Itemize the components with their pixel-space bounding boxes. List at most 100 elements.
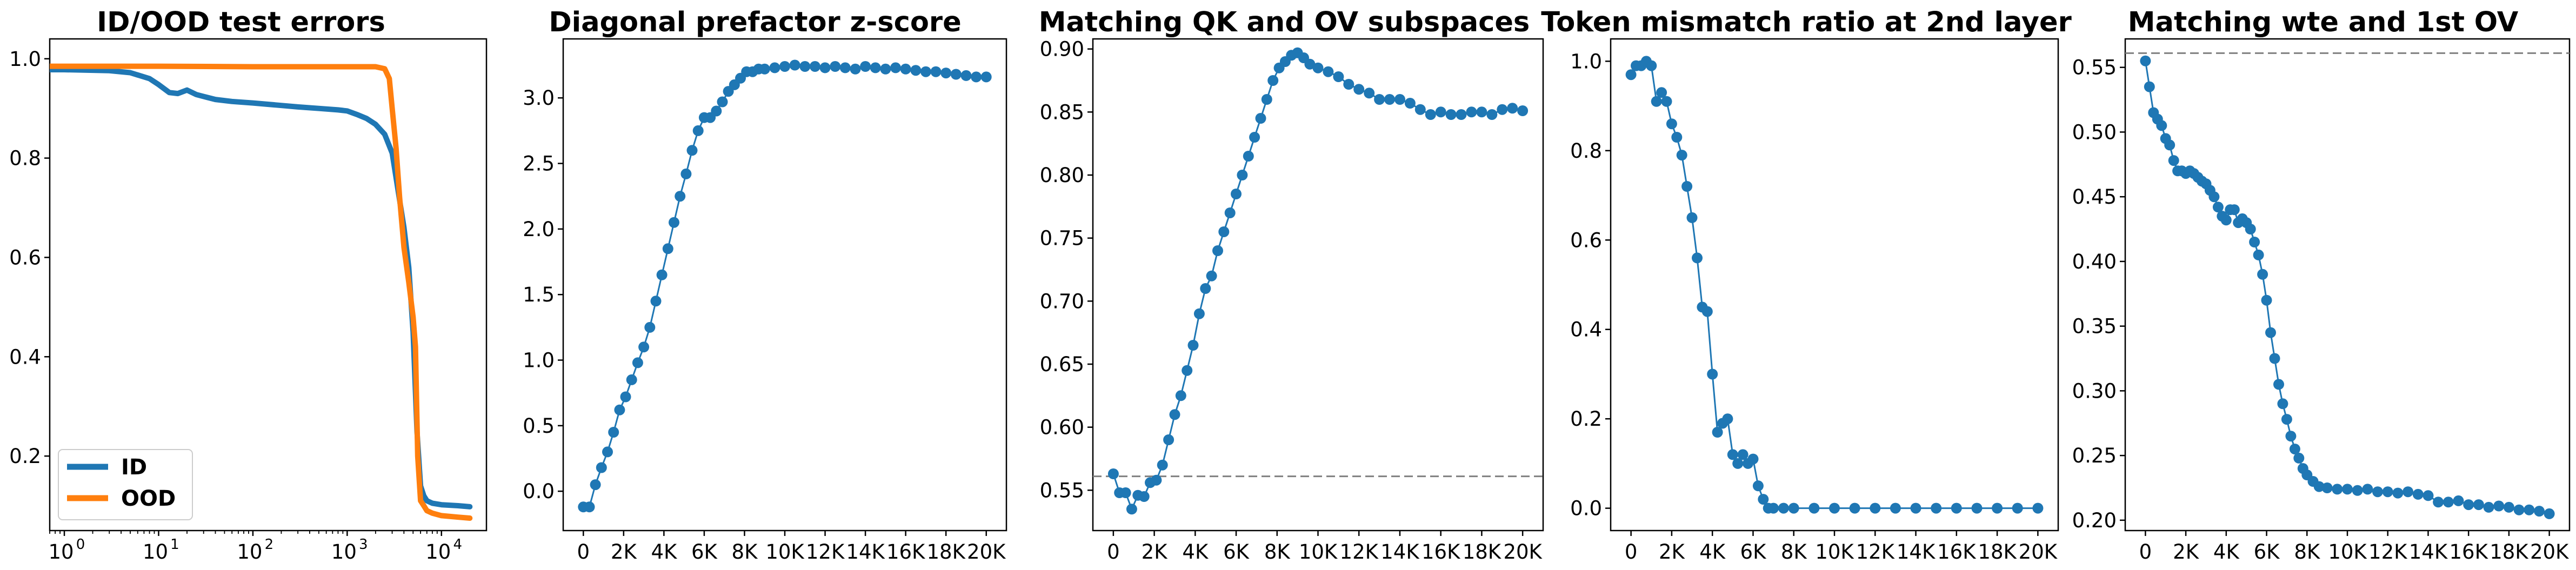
data-point <box>2012 502 2023 514</box>
data-point <box>1182 365 1193 376</box>
data-point <box>1120 487 1131 498</box>
data-point <box>1890 502 1901 514</box>
y-tick-label: 0.65 <box>1040 353 1084 376</box>
data-point <box>1732 458 1744 469</box>
data-point <box>2503 501 2514 513</box>
data-point <box>717 96 728 108</box>
x-tick-label: 20K <box>1503 540 1543 564</box>
data-point <box>1517 105 1529 116</box>
data-point <box>2463 499 2474 511</box>
data-point <box>2513 504 2525 515</box>
data-point <box>1157 459 1168 471</box>
panel-matching-qk-ov-subspaces: Matching QK and OV subspaces 0.55 0.60 0.6… <box>1039 6 1544 564</box>
x-tick-label: 14K <box>2409 540 2448 564</box>
data-point <box>1829 502 1840 514</box>
x-tick-label: 8K <box>732 540 759 564</box>
data-point <box>2313 481 2325 492</box>
data-point <box>1151 474 1162 486</box>
data-point <box>2164 139 2175 151</box>
chart-title: ID/OOD test errors <box>97 6 385 38</box>
x-tick-label: 16K <box>1937 540 1977 564</box>
y-tick-label: 0.8 <box>9 147 41 170</box>
x-tick-label: 20K <box>2019 540 2058 564</box>
data-point <box>2382 486 2393 498</box>
x-tick-label: 16K <box>886 540 926 564</box>
data-point <box>1476 106 1487 118</box>
data-point <box>1692 252 1703 264</box>
x-tick-label: 10 <box>331 540 357 564</box>
data-point <box>1126 504 1137 515</box>
data-point <box>971 71 982 83</box>
data-point <box>1788 502 1799 514</box>
data-point <box>2261 294 2272 306</box>
data-point <box>1727 449 1738 460</box>
data-point <box>1747 453 1759 465</box>
data-point <box>839 62 851 73</box>
x-tick-label: 14K <box>846 540 885 564</box>
data-point <box>1661 96 1672 107</box>
data-point <box>2372 486 2383 498</box>
panel-matching-wte-1st-ov: Matching wte and 1st OV 0.20 0.25 0.30 0.35… <box>2072 6 2571 564</box>
data-point <box>1625 69 1637 81</box>
data-point <box>650 296 662 307</box>
data-point <box>620 391 631 403</box>
data-point <box>799 61 811 72</box>
data-point <box>1353 84 1365 95</box>
data-point <box>2208 191 2220 203</box>
series-line-0 <box>2144 60 2551 515</box>
x-tick-label: 10K <box>1299 540 1338 564</box>
plot-area: 0.20.40.60.81.010 0 10 1 10 2 10 3 10 4 <box>9 48 473 564</box>
y-tick-label: 1.0 <box>523 349 555 372</box>
data-point <box>2534 506 2545 517</box>
data-point <box>2289 444 2300 455</box>
y-tick-label: 0.4 <box>1570 318 1602 341</box>
data-point <box>1267 75 1279 86</box>
plot-frame <box>1610 38 2059 532</box>
plot-area: 0.20 0.25 0.30 0.35 0.40 0.45 0.50 0.55 0 2K 4K 6K 8… <box>2072 52 2570 564</box>
data-point <box>2281 414 2292 425</box>
data-point <box>638 341 650 353</box>
y-tick-label: 0.55 <box>2072 56 2117 79</box>
data-point <box>830 61 841 72</box>
y-tick-label: 0.30 <box>2072 379 2117 403</box>
data-point <box>669 217 679 228</box>
data-point <box>2168 155 2179 166</box>
data-point <box>1212 245 1223 256</box>
data-point <box>759 63 770 75</box>
x-tick-label: 6K <box>691 540 718 564</box>
x-tick-label: 8K <box>2294 540 2321 564</box>
x-tick-label: 18K <box>927 540 966 564</box>
data-point <box>960 70 972 81</box>
data-point <box>2493 500 2505 512</box>
data-point <box>1394 94 1405 105</box>
data-point <box>2332 484 2343 495</box>
data-point <box>2032 502 2044 514</box>
data-point <box>2220 214 2232 226</box>
x-tick-label: 18K <box>1463 540 1502 564</box>
data-point <box>1445 109 1457 120</box>
data-point <box>1435 106 1446 118</box>
data-point <box>2342 484 2353 495</box>
data-point <box>1456 109 1467 120</box>
data-point <box>940 68 952 79</box>
data-point <box>1374 94 1385 105</box>
data-point <box>1951 502 1962 514</box>
y-tick-label: 0.4 <box>9 345 41 368</box>
data-point <box>850 63 861 75</box>
x-tick-label: 6K <box>2254 540 2281 564</box>
data-point <box>1364 88 1375 99</box>
x-tick-label: 12K <box>2368 540 2408 564</box>
data-point <box>2422 490 2434 501</box>
chart-title: Diagonal prefactor z-score <box>549 6 961 38</box>
chart-title: Matching QK and OV subspaces <box>1039 6 1530 38</box>
x-tick-label: 0 <box>577 540 590 564</box>
data-point <box>2433 497 2444 508</box>
plot-frame <box>2124 38 2571 532</box>
data-point <box>1206 270 1217 281</box>
x-tick-label: 20K <box>2530 540 2570 564</box>
data-point <box>2544 508 2555 519</box>
data-point <box>1486 109 1498 120</box>
data-point <box>1237 170 1248 180</box>
data-point <box>1255 113 1266 124</box>
